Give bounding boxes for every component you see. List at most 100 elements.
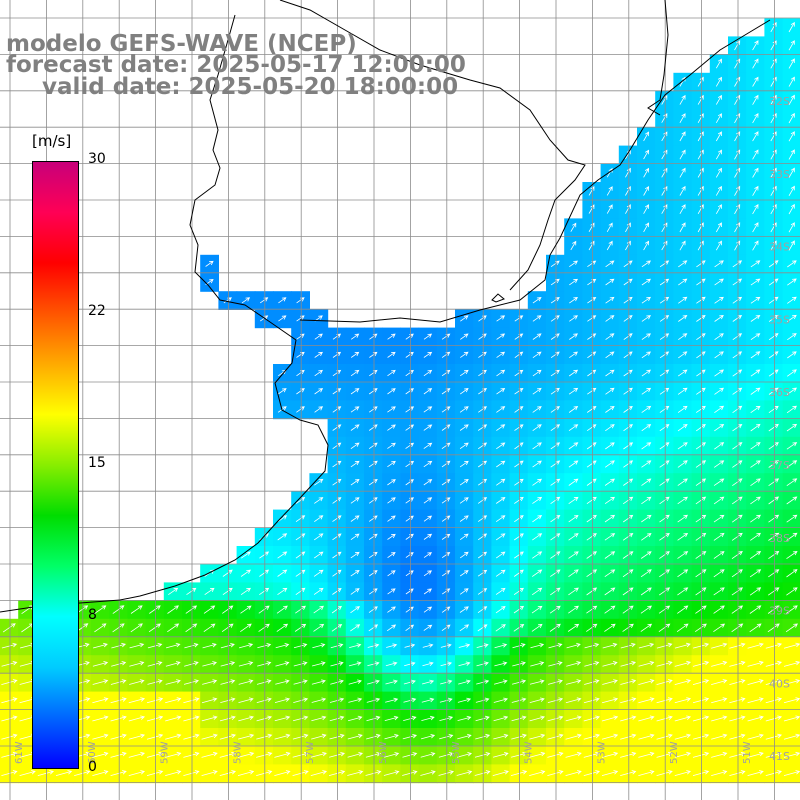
speed-cell (709, 182, 729, 201)
wind-arrow (459, 533, 469, 541)
wind-arrow (385, 661, 398, 667)
speed-cell (746, 291, 765, 310)
speed-cell (691, 127, 711, 147)
wind-arrow (786, 478, 798, 487)
wind-arrow (402, 770, 418, 776)
wind-arrow (677, 442, 688, 450)
wind-arrow (583, 733, 601, 740)
wind-arrow (532, 351, 542, 359)
wind-arrow (403, 715, 417, 721)
wind-arrow (130, 623, 143, 633)
speed-cell (637, 309, 656, 329)
speed-cell (655, 200, 674, 219)
wind-arrow (656, 715, 673, 722)
speed-cell (491, 455, 511, 474)
wind-arrow (732, 369, 743, 377)
wind-arrow (550, 297, 560, 304)
speed-cell (709, 382, 729, 401)
wind-arrow (750, 333, 761, 341)
wind-arrow (423, 624, 433, 631)
speed-cell (637, 582, 656, 602)
wind-arrow (770, 76, 777, 87)
speed-cell (691, 291, 711, 310)
wind-arrow (295, 515, 306, 523)
speed-cell (345, 564, 365, 583)
speed-cell (418, 418, 438, 438)
wind-arrow (350, 442, 360, 450)
speed-cell (309, 509, 329, 529)
latitude-label: 40S (769, 677, 790, 690)
wind-arrow (495, 587, 506, 595)
speed-cell (673, 564, 693, 583)
wind-arrow (274, 715, 291, 722)
wind-arrow (146, 751, 164, 758)
speed-cell (691, 546, 711, 565)
wind-arrow (676, 623, 689, 633)
speed-cell (564, 309, 583, 329)
wind-arrow (713, 605, 725, 614)
speed-cell (546, 564, 565, 583)
wind-arrow (750, 478, 761, 487)
wind-arrow (350, 588, 360, 595)
wind-arrow (165, 751, 182, 758)
speed-cell (564, 400, 583, 420)
wind-arrow (496, 333, 506, 340)
wind-arrow (240, 605, 252, 614)
speed-cell (200, 273, 219, 292)
wind-arrow (295, 587, 306, 596)
wind-arrow (329, 733, 345, 740)
speed-cell (618, 254, 638, 274)
wind-arrow (752, 40, 759, 51)
wind-arrow (765, 697, 783, 704)
wind-arrow (750, 387, 761, 395)
wind-arrow (332, 424, 342, 431)
speed-cell (582, 473, 602, 492)
speed-cell (345, 600, 365, 620)
wind-arrow (460, 315, 469, 322)
wind-arrow (786, 442, 798, 450)
wind-arrow (659, 551, 670, 559)
wind-arrow (219, 715, 236, 722)
wind-arrow (770, 222, 777, 233)
wind-arrow (714, 351, 724, 359)
wind-arrow (715, 185, 722, 196)
wind-arrow (547, 679, 563, 685)
wind-arrow (729, 642, 746, 649)
wind-arrow (148, 623, 161, 633)
speed-cell (709, 291, 729, 310)
wind-arrow (569, 278, 578, 286)
speed-cell (491, 509, 511, 529)
speed-cell (364, 564, 383, 583)
wind-arrow (19, 770, 36, 776)
speed-cell (764, 327, 784, 347)
wind-arrow (459, 442, 469, 450)
wind-arrow (256, 679, 272, 685)
wind-arrow (129, 661, 145, 667)
wind-arrow (568, 369, 579, 377)
wind-arrow (770, 21, 777, 33)
wind-arrow (550, 533, 561, 541)
wind-arrow (311, 679, 326, 685)
speed-cell (600, 182, 620, 201)
longitude-label: 58W (232, 741, 243, 764)
speed-cell (691, 455, 711, 474)
wind-arrow (240, 569, 251, 577)
speed-cell (582, 291, 602, 310)
wind-arrow (606, 240, 613, 251)
wind-arrow (659, 442, 670, 450)
speed-cell (345, 400, 365, 420)
speed-cell (728, 546, 747, 565)
wind-arrow (768, 405, 779, 414)
speed-cell (655, 91, 674, 110)
wind-arrow (692, 733, 710, 740)
wind-arrow (602, 679, 618, 685)
wind-arrow (731, 532, 743, 541)
wind-arrow (713, 478, 725, 486)
speed-cell (709, 163, 729, 183)
wind-arrow (532, 406, 542, 413)
speed-cell (546, 309, 565, 329)
wind-arrow (275, 679, 290, 685)
speed-cell (327, 564, 347, 583)
speed-cell (582, 509, 602, 529)
speed-cell (709, 564, 729, 583)
